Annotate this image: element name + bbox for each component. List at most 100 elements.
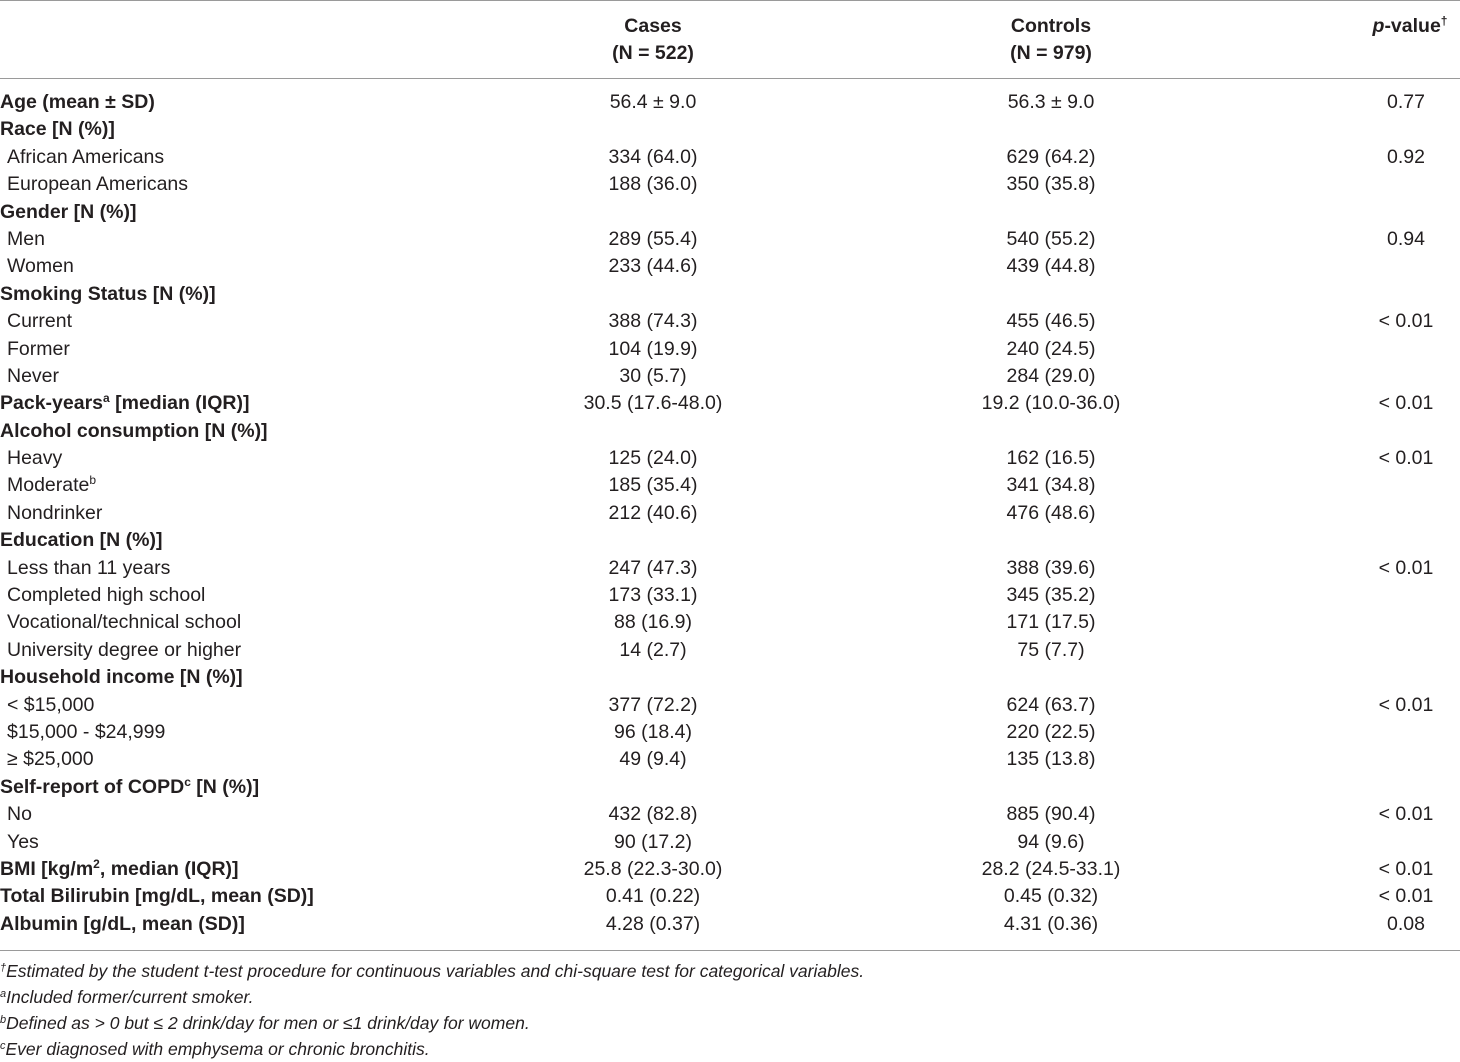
row-label-text: Albumin [g/dL, mean (SD)] (0, 912, 245, 935)
row-label-text: Self-report of COPD (0, 775, 185, 798)
row-label-text: Never (7, 364, 60, 387)
p-value: < 0.01 (1378, 885, 1434, 908)
row-label-text: African Americans (7, 145, 165, 168)
cases-value: 377 (72.2) (608, 693, 698, 716)
top-rule (0, 0, 1460, 1)
table-header: Cases (N = 522) Controls (N = 979) p-val… (0, 0, 1460, 78)
row-label: Men (7, 226, 45, 253)
controls-value: 284 (29.0) (1006, 364, 1096, 387)
table-row: Household income [N (%)] (0, 664, 1460, 691)
row-label-text: Alcohol consumption [N (%)] (0, 419, 268, 442)
row-label: Total Bilirubin [mg/dL, mean (SD)] (0, 883, 314, 910)
controls-value: 624 (63.7) (1006, 693, 1096, 716)
row-label-text: Current (7, 310, 73, 333)
p-value: < 0.01 (1378, 693, 1434, 716)
header-controls-n: (N = 979) (1010, 42, 1092, 64)
row-label-text: Completed high school (7, 584, 206, 607)
controls-value: 4.31 (0.36) (1003, 912, 1099, 935)
row-label-suffix: [median (IQR)] (109, 392, 250, 415)
header-pvalue-rest: -value (1384, 15, 1441, 37)
controls-value: 455 (46.5) (1006, 310, 1096, 333)
table-row: Alcohol consumption [N (%)] (0, 418, 1460, 445)
row-label-suffix: [N (%)] (190, 775, 260, 798)
cases-value: 104 (19.9) (608, 337, 698, 360)
row-label-text: Total Bilirubin [mg/dL, mean (SD)] (0, 885, 314, 908)
row-label: ≥ $25,000 (7, 746, 94, 773)
row-label: BMI [kg/m2, median (IQR)] (0, 856, 239, 883)
table-row: Women 233 (44.6) 439 (44.8) (0, 253, 1460, 280)
controls-value: 240 (24.5) (1006, 337, 1096, 360)
row-label-superscript: c (184, 774, 191, 789)
p-value: < 0.01 (1378, 803, 1434, 826)
p-value: 0.92 (1387, 145, 1425, 168)
table-row: Gender [N (%)] (0, 199, 1460, 226)
cases-value: 247 (47.3) (608, 556, 698, 579)
row-label-text: Yes (7, 830, 39, 853)
cases-value: 173 (33.1) (608, 584, 698, 607)
header-controls: Controls (N = 979) (951, 13, 1151, 67)
row-label-text: European Americans (7, 173, 189, 196)
cases-value: 289 (55.4) (608, 227, 698, 250)
cases-value: 30.5 (17.6-48.0) (583, 392, 723, 415)
row-label-superscript: a (103, 391, 110, 406)
row-label-superscript: b (89, 473, 97, 488)
footnote-text: Included former/current smoker. (6, 987, 254, 1007)
table-row: Total Bilirubin [mg/dL, mean (SD)] 0.41 (… (0, 883, 1460, 910)
footnote-mark: b (0, 1014, 7, 1026)
row-label-text: Moderate (7, 474, 90, 497)
row-label: Self-report of COPDc [N (%)] (0, 774, 259, 801)
cases-value: 233 (44.6) (608, 255, 698, 278)
table-row: Nondrinker 212 (40.6) 476 (48.6) (0, 500, 1460, 527)
table-row: Yes 90 (17.2) 94 (9.6) (0, 829, 1460, 856)
controls-value: 19.2 (10.0-36.0) (981, 392, 1121, 415)
row-label-text: Women (7, 255, 74, 278)
header-controls-label: Controls (1010, 15, 1092, 37)
controls-value: 94 (9.6) (1017, 830, 1085, 853)
cases-value: 25.8 (22.3-30.0) (583, 857, 723, 880)
row-label-text: Vocational/technical school (7, 611, 242, 634)
footnote-text: Defined as > 0 but ≤ 2 drink/day for men… (6, 1013, 530, 1033)
header-cases-n: (N = 522) (612, 42, 694, 64)
table-row: Age (mean ± SD) 56.4 ± 9.0 56.3 ± 9.0 0.77 (0, 89, 1460, 116)
row-label-text: Nondrinker (7, 501, 103, 524)
table-row: Education [N (%)] (0, 527, 1460, 554)
footnote: cEver diagnosed with emphysema or chroni… (0, 1036, 1460, 1062)
row-label-superscript: 2 (93, 856, 100, 871)
cases-value: 30 (5.7) (619, 364, 687, 387)
controls-value: 350 (35.8) (1006, 173, 1096, 196)
header-rule (0, 78, 1460, 79)
controls-value: 341 (34.8) (1006, 474, 1096, 497)
controls-value: 171 (17.5) (1006, 611, 1096, 634)
row-label: Vocational/technical school (7, 609, 241, 636)
cases-value: 14 (2.7) (619, 638, 687, 661)
row-label: Race [N (%)] (0, 116, 115, 143)
cases-value: 88 (16.9) (613, 611, 693, 634)
table-row: Albumin [g/dL, mean (SD)] 4.28 (0.37) 4.31… (0, 911, 1460, 938)
p-value: < 0.01 (1378, 857, 1434, 880)
row-label: $15,000 - $24,999 (7, 719, 165, 746)
footnote-mark: a (0, 988, 7, 1000)
row-label-text: Pack-years (0, 392, 104, 415)
row-label: Never (7, 363, 59, 390)
table-row: BMI [kg/m2, median (IQR)] 25.8 (22.3-30.0… (0, 856, 1460, 883)
row-label: Nondrinker (7, 500, 102, 527)
row-label-text: Household income [N (%)] (0, 666, 243, 689)
bottom-rule (0, 950, 1460, 951)
footnote-text: Estimated by the student t-test procedur… (6, 961, 865, 981)
table-row: Vocational/technical school 88 (16.9) 171 … (0, 609, 1460, 636)
footnote-mark: c (0, 1040, 6, 1052)
row-label-text: Less than 11 years (7, 556, 171, 579)
table-row: Men 289 (55.4) 540 (55.2) 0.94 (0, 226, 1460, 253)
controls-value: 75 (7.7) (1017, 638, 1085, 661)
table-row: Never 30 (5.7) 284 (29.0) (0, 363, 1460, 390)
row-label-text: Race [N (%)] (0, 118, 115, 141)
row-label-text: ≥ $25,000 (7, 748, 94, 771)
row-label: Pack-yearsa [median (IQR)] (0, 390, 249, 417)
p-value: < 0.01 (1378, 392, 1434, 415)
table-row: Pack-yearsa [median (IQR)] 30.5 (17.6-48.… (0, 390, 1460, 417)
header-cases-label: Cases (624, 15, 682, 37)
controls-value: 540 (55.2) (1006, 227, 1096, 250)
footnote: bDefined as > 0 but ≤ 2 drink/day for me… (0, 1010, 1460, 1036)
header-pvalue-sup: † (1440, 14, 1448, 28)
